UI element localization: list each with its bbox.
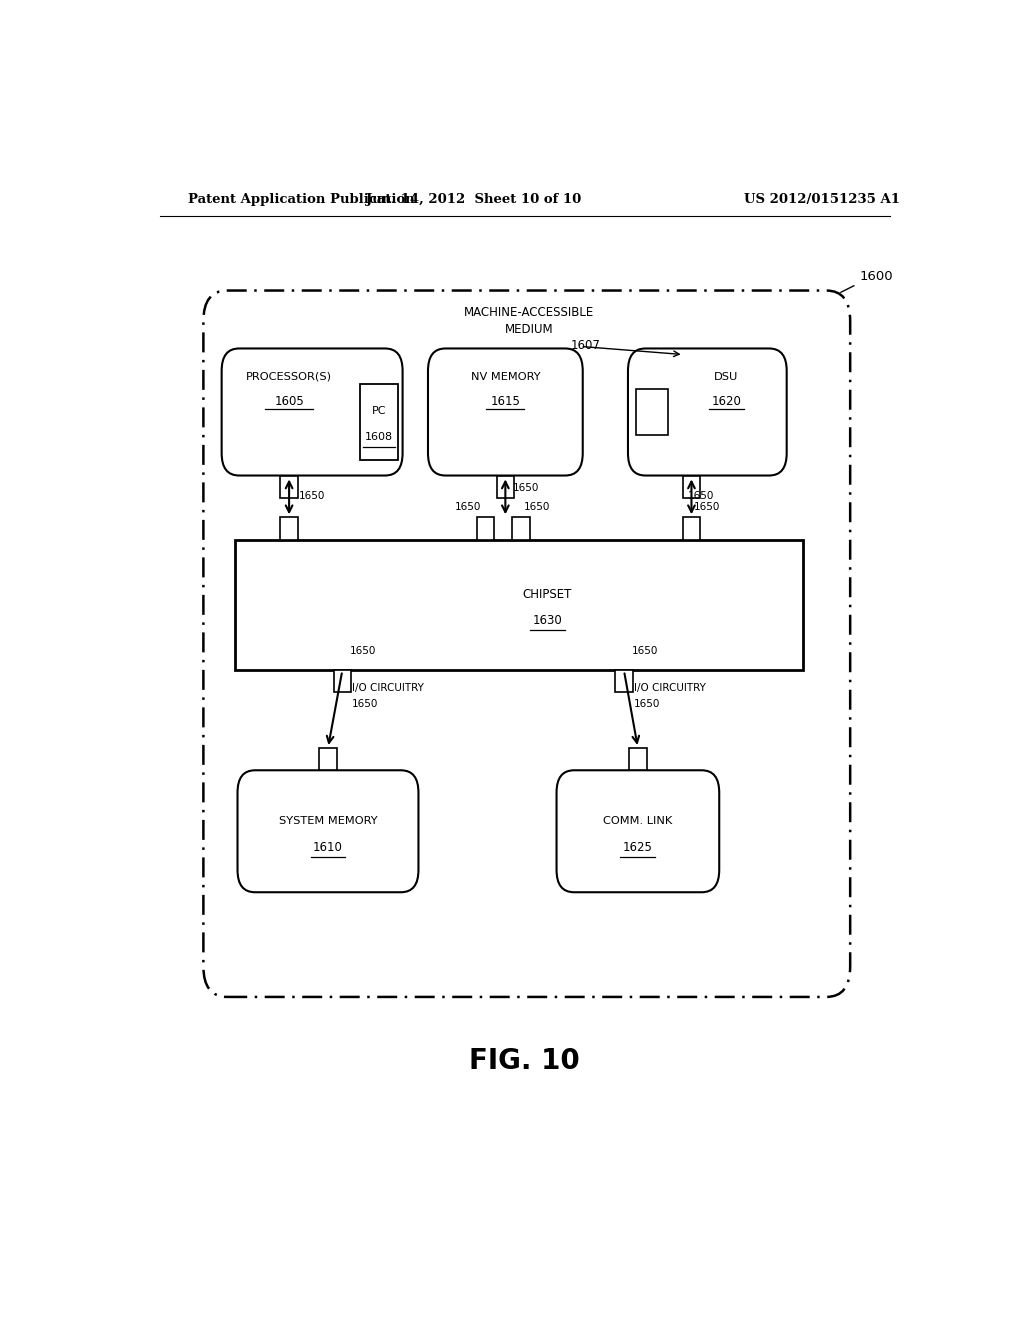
- Bar: [497, 475, 514, 498]
- Text: CHIPSET: CHIPSET: [522, 587, 572, 601]
- Text: PROCESSOR(S): PROCESSOR(S): [246, 372, 332, 381]
- Bar: [629, 748, 646, 771]
- FancyBboxPatch shape: [428, 348, 583, 475]
- Bar: [615, 669, 633, 692]
- Text: I/O CIRCUITRY: I/O CIRCUITRY: [352, 682, 424, 693]
- Text: 1607: 1607: [570, 339, 601, 352]
- Text: 1650: 1650: [513, 483, 540, 494]
- Bar: [319, 748, 337, 771]
- Text: 1600: 1600: [860, 269, 893, 282]
- FancyBboxPatch shape: [557, 771, 719, 892]
- Text: Jun. 14, 2012  Sheet 10 of 10: Jun. 14, 2012 Sheet 10 of 10: [366, 193, 581, 206]
- Bar: [334, 669, 351, 692]
- Bar: [281, 517, 298, 540]
- Bar: [683, 517, 700, 540]
- Text: NV MEMORY: NV MEMORY: [471, 372, 541, 381]
- Text: 1650: 1650: [523, 502, 550, 512]
- Text: 1650: 1650: [299, 491, 325, 502]
- Text: 1610: 1610: [313, 841, 343, 854]
- Text: 1625: 1625: [623, 841, 653, 854]
- Text: COMM. LINK: COMM. LINK: [603, 816, 673, 826]
- Text: MEDIUM: MEDIUM: [505, 322, 553, 335]
- Bar: [477, 517, 495, 540]
- Bar: [281, 475, 298, 498]
- Text: FIG. 10: FIG. 10: [469, 1047, 581, 1074]
- Text: 1650: 1650: [687, 491, 714, 502]
- Text: US 2012/0151235 A1: US 2012/0151235 A1: [744, 193, 900, 206]
- Text: 1650: 1650: [350, 647, 377, 656]
- Text: 1615: 1615: [490, 395, 520, 408]
- Text: 1650: 1650: [632, 647, 658, 656]
- Text: PC: PC: [372, 405, 386, 416]
- Bar: [512, 517, 530, 540]
- FancyBboxPatch shape: [628, 348, 786, 475]
- Bar: [636, 389, 668, 434]
- Text: 1650: 1650: [456, 502, 481, 512]
- Bar: [683, 475, 700, 498]
- Text: MACHINE-ACCESSIBLE: MACHINE-ACCESSIBLE: [464, 306, 594, 319]
- Text: 1630: 1630: [532, 614, 562, 627]
- Text: 1608: 1608: [365, 433, 393, 442]
- Text: DSU: DSU: [714, 372, 738, 381]
- Text: 1620: 1620: [712, 395, 741, 408]
- Text: 1650: 1650: [634, 700, 659, 709]
- FancyBboxPatch shape: [204, 290, 850, 997]
- Text: 1605: 1605: [274, 395, 304, 408]
- FancyBboxPatch shape: [238, 771, 419, 892]
- Text: 1650: 1650: [694, 502, 720, 512]
- Bar: [236, 540, 803, 669]
- Text: Patent Application Publication: Patent Application Publication: [187, 193, 415, 206]
- FancyBboxPatch shape: [221, 348, 402, 475]
- Text: I/O CIRCUITRY: I/O CIRCUITRY: [634, 682, 706, 693]
- Text: SYSTEM MEMORY: SYSTEM MEMORY: [279, 816, 377, 826]
- Text: 1650: 1650: [352, 700, 378, 709]
- Bar: [359, 384, 397, 461]
